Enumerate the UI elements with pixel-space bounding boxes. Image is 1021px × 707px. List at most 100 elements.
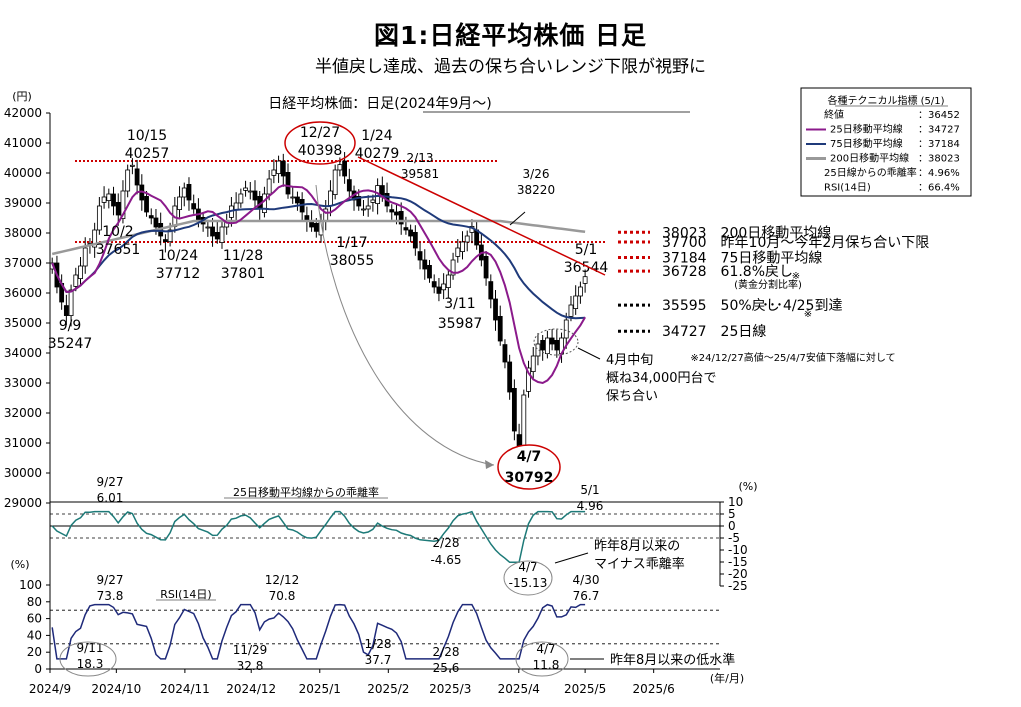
candle-body (427, 264, 432, 279)
candle-body (111, 193, 116, 207)
low-point-date: 4/7 (517, 449, 542, 465)
candle-body (266, 178, 272, 195)
candle-body (464, 235, 470, 243)
candle-body (134, 168, 140, 186)
price-y-tick-label: 35000 (4, 316, 42, 330)
price-point-value: 40279 (355, 146, 400, 162)
date-tick-label: 2024/11 (160, 682, 210, 696)
date-tick-label: 2024/12 (226, 682, 276, 696)
candle-body (120, 190, 126, 220)
reference-line-label: 38023 200日移動平均線 (662, 225, 831, 241)
rsi-line (51, 603, 586, 660)
deviation-title: 25日移動平均線からの乖離率 (233, 485, 379, 499)
price-point-date: 1/24 (361, 128, 393, 144)
price-point-value: 40398 (298, 143, 343, 159)
rsi-point-value: 32.8 (237, 659, 264, 673)
rsi-point-date: 1/28 (365, 637, 392, 651)
swing-arrow (315, 184, 495, 466)
price-point-date: 3/11 (444, 296, 475, 312)
date-tick-label: 2024/9 (29, 682, 71, 696)
rsi-point-value: 37.7 (365, 653, 392, 667)
consolidation-note: 保ち合い (606, 389, 658, 404)
deviation-point-date: 4/7 (518, 560, 537, 574)
reference-line-label: 37184 75日移動平均線 (662, 250, 822, 266)
candle-body (162, 239, 168, 243)
price-y-tick-label: 41000 (4, 136, 42, 150)
rsi-point-date: 4/7 (536, 642, 555, 656)
candle-body (549, 337, 555, 345)
consolidation-note: 概ね34,000円台で (606, 371, 717, 386)
deviation-point-date: 2/28 (433, 536, 460, 550)
rsi-point-date: 9/27 (97, 573, 124, 587)
candle-body (186, 183, 192, 201)
rsi-note: 昨年8月以来の低水準 (610, 652, 735, 668)
deviation-point-value: -4.65 (430, 553, 461, 567)
price-y-tick-label: 31000 (4, 436, 42, 450)
rsi-point-value: 25.6 (433, 661, 460, 675)
legend-label: 75日移動平均線 (830, 137, 903, 150)
candle-body (417, 251, 423, 261)
deviation-low-circle (503, 560, 553, 596)
legend-value: ：38023 (918, 154, 960, 165)
price-point-value: 37801 (221, 266, 266, 282)
price-point-date: 12/27 (300, 125, 340, 141)
candle-body (544, 337, 550, 355)
page-subtitle: 半値戻し達成、過去の保ち合いレンジ下限が視野に (315, 57, 706, 77)
rsi-point-value: 73.8 (97, 589, 124, 603)
legend-value: ：36452 (918, 110, 960, 121)
candle-body (214, 231, 220, 240)
legend-label: 25日線からの乖離率 (824, 166, 917, 179)
legend-title: 各種テクニカル指標 (5/1) (827, 94, 944, 107)
candle-body (370, 199, 376, 203)
price-point-value: 37651 (96, 242, 141, 258)
rsi-y-tick-label: 0 (34, 662, 42, 676)
rsi-point-value: 18.3 (77, 657, 104, 671)
price-point-date: 1/17 (336, 235, 367, 251)
rsi-point-value: 11.8 (533, 658, 560, 672)
low-point-value: 30792 (505, 470, 554, 486)
rsi-point-date: 12/12 (265, 573, 300, 587)
candle-body (422, 259, 428, 270)
price-y-tick-label: 34000 (4, 346, 42, 360)
candle-body (285, 171, 291, 195)
candle-body (243, 187, 248, 191)
date-tick-label: 2025/6 (633, 682, 675, 696)
price-y-tick-label: 42000 (4, 106, 42, 120)
high-circle (284, 121, 356, 165)
candle-body (394, 211, 399, 216)
candle-body (63, 305, 69, 316)
rsi-point-date: 2/28 (433, 645, 460, 659)
candle-body (563, 319, 569, 339)
consolidation-circle (533, 328, 579, 356)
reference-line-label: 35595 50%戻し (662, 298, 780, 314)
candle-body (96, 205, 102, 231)
deviation-y-tick-label: -10 (728, 543, 748, 557)
price-point-date: 10/24 (158, 248, 198, 264)
rsi-low-circle-sep (59, 641, 117, 677)
point-3-26-arrow (509, 211, 526, 226)
date-tick-label: 2025/2 (367, 682, 409, 696)
candle-body (73, 274, 79, 287)
candle-body (153, 217, 159, 228)
price-y-tick-label: 32000 (4, 406, 42, 420)
price-y-tick-label: 39000 (4, 196, 42, 210)
candle-body (460, 241, 465, 252)
reference-line-label: 37700 昨年10月〜今年2月保ち合い下限 (662, 235, 929, 251)
deviation-note-arrow (554, 552, 589, 564)
price-point-value: 35987 (438, 316, 483, 332)
page-title: 図1:日経平均株価 日足 (373, 21, 648, 50)
price-y-tick-label: 29000 (4, 496, 42, 510)
candle-body (441, 283, 447, 291)
candle-body (290, 196, 296, 199)
deviation-y-tick-label: -20 (728, 567, 748, 581)
date-tick-label: 2025/1 (299, 682, 341, 696)
candle-body (68, 289, 74, 316)
rsi-point-date: 11/29 (233, 643, 268, 657)
price-point-date: 5/1 (575, 242, 598, 258)
date-axis-unit: (年/月) (710, 671, 744, 685)
rsi-point-date: 9/11 (77, 641, 104, 655)
deviation-y-tick-label: 10 (728, 495, 743, 509)
deviation-line (51, 510, 586, 564)
deviation-y-tick-label: -25 (728, 579, 748, 593)
